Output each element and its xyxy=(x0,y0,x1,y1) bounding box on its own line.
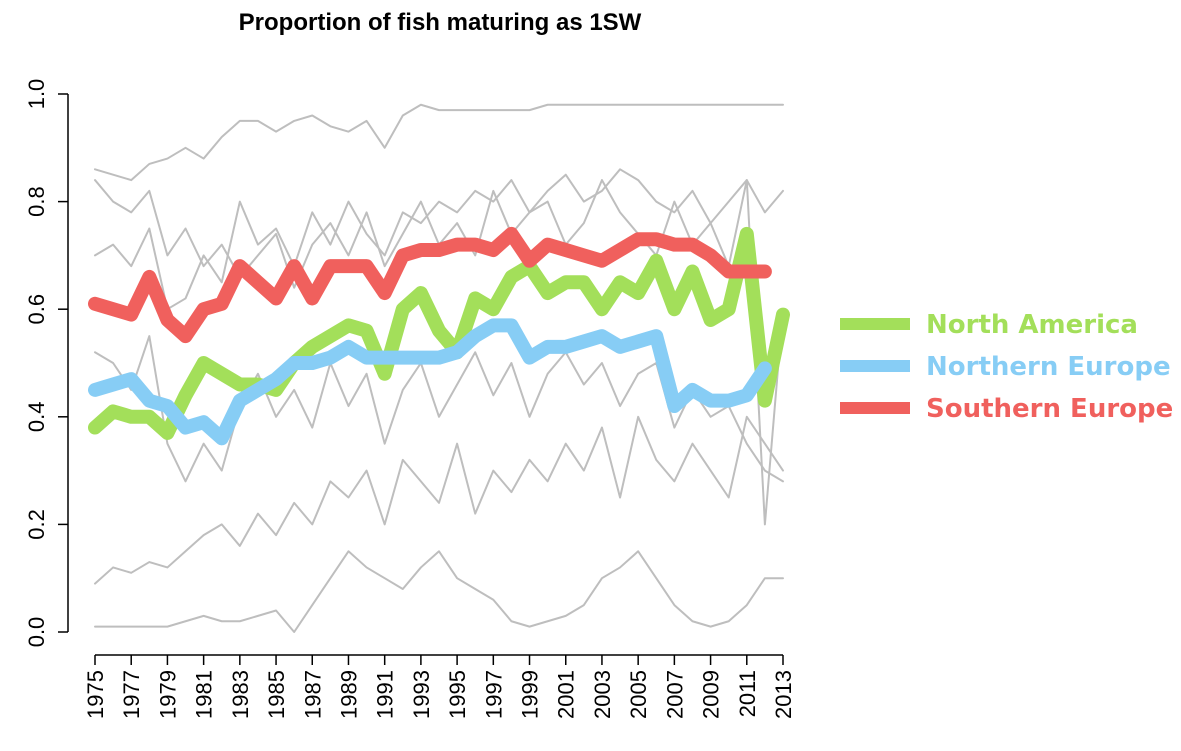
x-tick-label: 1989 xyxy=(336,670,361,719)
x-tick-label: 1983 xyxy=(228,670,253,719)
y-tick-label: 0.0 xyxy=(24,617,49,648)
x-tick-label: 1993 xyxy=(409,670,434,719)
x-tick-label: 2007 xyxy=(662,670,687,719)
x-tick-label: 2005 xyxy=(626,670,651,719)
x-tick-label: 1979 xyxy=(155,670,180,719)
legend-label: North America xyxy=(926,310,1138,340)
y-tick-label: 0.2 xyxy=(24,509,49,540)
x-tick-label: 1991 xyxy=(373,670,398,719)
x-tick-label: 1997 xyxy=(481,670,506,719)
x-tick-label: 1999 xyxy=(518,670,543,719)
background-line xyxy=(94,550,784,633)
y-tick-label: 0.8 xyxy=(24,186,49,217)
x-tick-label: 2013 xyxy=(771,670,796,719)
series-line xyxy=(88,318,772,446)
legend-label: Northern Europe xyxy=(926,352,1171,382)
series-line xyxy=(88,226,772,344)
x-tick-label: 2003 xyxy=(590,670,615,719)
x-tick-label: 2009 xyxy=(699,670,724,719)
chart-title: Proportion of fish maturing as 1SW xyxy=(239,9,642,36)
x-tick-label: 1981 xyxy=(192,670,217,719)
x-tick-label: 2011 xyxy=(735,670,760,717)
x-tick-label: 1975 xyxy=(83,670,108,719)
y-tick-label: 1.0 xyxy=(24,79,49,110)
background-line xyxy=(94,168,784,311)
x-tick-label: 2001 xyxy=(554,670,579,719)
x-tick-label: 1985 xyxy=(264,670,289,719)
series-line xyxy=(88,226,790,440)
legend-label: Southern Europe xyxy=(926,394,1173,424)
y-tick-label: 0.6 xyxy=(24,294,49,325)
background-line xyxy=(94,415,784,585)
x-tick-label: 1977 xyxy=(119,670,144,719)
background-line xyxy=(94,103,784,182)
x-tick-label: 1987 xyxy=(300,670,325,719)
x-tick-label: 1995 xyxy=(445,670,470,719)
y-tick-label: 0.4 xyxy=(24,402,49,433)
